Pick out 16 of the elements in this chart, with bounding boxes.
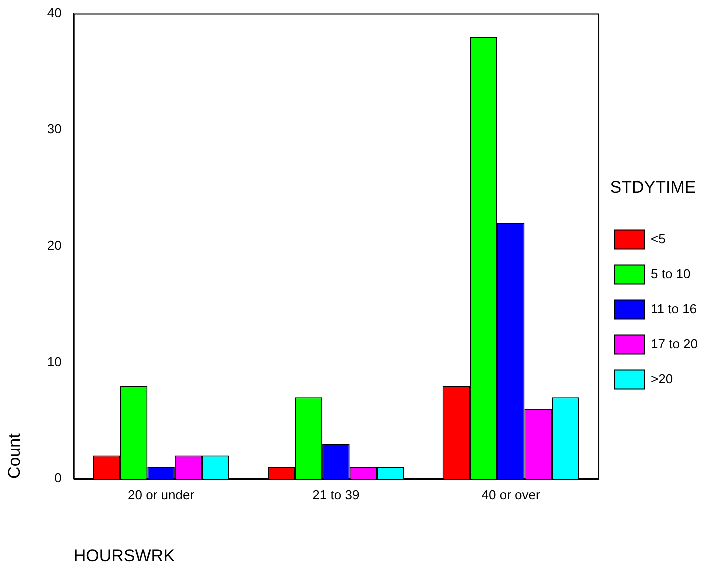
x-tick-label: 20 or under <box>128 487 196 502</box>
x-tick-label: 21 to 39 <box>312 487 360 502</box>
legend-label: 17 to 20 <box>651 336 698 352</box>
y-tick-label: 10 <box>47 354 62 370</box>
legend-label: >20 <box>651 371 674 386</box>
y-tick-label: 40 <box>47 5 62 20</box>
x-tick-label: 40 or over <box>482 487 541 502</box>
legend-title: STDYTIME <box>610 178 696 197</box>
y-tick-label: 0 <box>54 470 62 486</box>
legend-label: <5 <box>651 231 666 246</box>
legend-label: 11 to 16 <box>651 301 698 316</box>
legend-label: 5 to 10 <box>651 266 691 282</box>
y-axis-title: Count <box>4 433 24 479</box>
y-tick-label: 30 <box>47 122 62 137</box>
y-tick-label: 20 <box>47 238 62 253</box>
x-axis-title: HOURSWRK <box>74 546 176 566</box>
